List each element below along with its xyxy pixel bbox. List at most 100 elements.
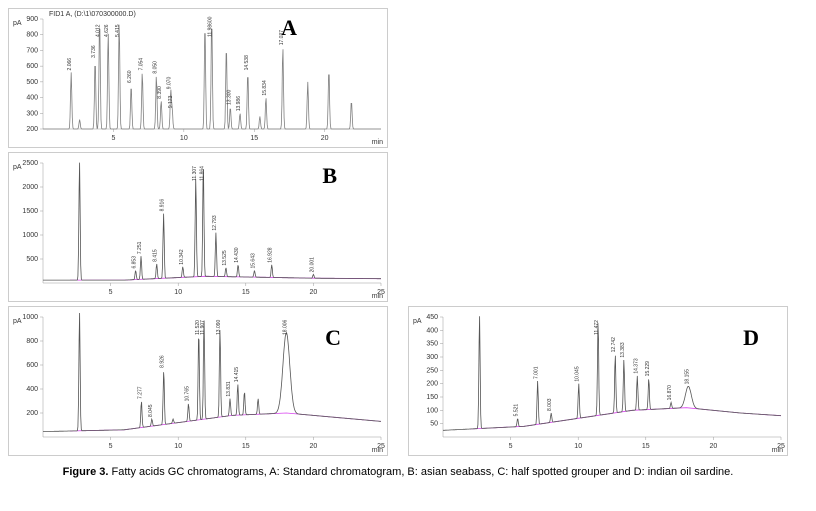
- svg-text:6.260: 6.260: [127, 70, 133, 83]
- svg-text:7.277: 7.277: [137, 386, 143, 399]
- svg-text:20: 20: [310, 443, 318, 450]
- svg-text:13.986: 13.986: [236, 96, 242, 112]
- svg-text:1500: 1500: [22, 208, 38, 215]
- svg-text:pA: pA: [13, 20, 22, 27]
- svg-text:600: 600: [26, 63, 38, 70]
- svg-text:11.98600: 11.98600: [208, 16, 214, 37]
- panel-b: B 5001000150020002500pA510152025min6.853…: [8, 152, 388, 302]
- svg-text:18.155: 18.155: [684, 369, 690, 385]
- svg-text:2.066: 2.066: [67, 58, 73, 71]
- svg-text:8.045: 8.045: [148, 404, 154, 417]
- svg-text:2000: 2000: [22, 184, 38, 191]
- svg-text:20: 20: [310, 289, 318, 296]
- svg-text:6.853: 6.853: [132, 256, 138, 269]
- svg-text:2500: 2500: [22, 160, 38, 167]
- svg-text:10.342: 10.342: [179, 249, 185, 265]
- svg-text:700: 700: [26, 47, 38, 54]
- svg-text:11.864: 11.864: [199, 166, 205, 181]
- svg-text:300: 300: [26, 110, 38, 117]
- svg-text:9.070: 9.070: [167, 77, 173, 90]
- svg-text:10: 10: [574, 443, 582, 450]
- svg-text:5: 5: [109, 289, 113, 296]
- svg-text:200: 200: [26, 126, 38, 133]
- svg-text:5.415: 5.415: [115, 24, 121, 37]
- svg-text:500: 500: [26, 256, 38, 263]
- svg-text:15: 15: [250, 135, 258, 142]
- svg-text:4.626: 4.626: [104, 24, 110, 37]
- svg-text:11.907: 11.907: [200, 320, 206, 335]
- svg-text:300: 300: [426, 354, 438, 361]
- svg-text:10.045: 10.045: [575, 366, 581, 382]
- panel-a-title: FID1 A, (D:\1\070300000.D): [49, 11, 136, 18]
- panel-d: D 50100150200250300350400450pA510152025m…: [408, 306, 788, 456]
- svg-text:8.415: 8.415: [153, 249, 159, 262]
- svg-text:3.736: 3.736: [91, 45, 97, 58]
- panel-d-label: D: [743, 325, 759, 351]
- svg-text:5: 5: [111, 135, 115, 142]
- svg-text:200: 200: [426, 381, 438, 388]
- svg-text:15: 15: [242, 443, 250, 450]
- svg-text:8.916: 8.916: [160, 199, 166, 212]
- svg-text:5: 5: [109, 443, 113, 450]
- svg-text:5.521: 5.521: [514, 404, 520, 417]
- svg-text:100: 100: [426, 407, 438, 414]
- svg-text:8.003: 8.003: [547, 398, 553, 411]
- svg-text:200: 200: [26, 410, 38, 417]
- svg-text:13.300: 13.300: [226, 89, 232, 105]
- svg-text:8.050: 8.050: [152, 61, 158, 74]
- svg-text:400: 400: [426, 327, 438, 334]
- chromatogram-a: 200 300 400 500 600 700 800 900 pA 5 10 15 20 min 2.06…: [9, 9, 387, 147]
- panel-c-label: C: [325, 325, 341, 351]
- svg-text:14.373: 14.373: [633, 358, 639, 374]
- svg-text:10: 10: [180, 135, 188, 142]
- svg-text:10: 10: [174, 443, 182, 450]
- svg-text:1000: 1000: [22, 232, 38, 239]
- svg-text:20: 20: [321, 135, 329, 142]
- panel-c: C 2004006008001000pA510152025min7.2778.0…: [8, 306, 388, 456]
- chromatogram-d: 50100150200250300350400450pA510152025min…: [409, 307, 787, 455]
- svg-text:1000: 1000: [22, 314, 38, 321]
- svg-text:15.229: 15.229: [645, 361, 651, 377]
- figure-layout: A FID1 A, (D:\1\070300000.D) 200 300 400 50…: [8, 8, 808, 500]
- caption-prefix: Figure 3.: [63, 466, 109, 478]
- svg-text:14.415: 14.415: [234, 367, 240, 383]
- svg-text:20.001: 20.001: [309, 257, 315, 273]
- svg-text:20: 20: [710, 443, 718, 450]
- svg-text:400: 400: [26, 95, 38, 102]
- svg-text:min: min: [372, 139, 383, 146]
- svg-text:250: 250: [426, 367, 438, 374]
- svg-text:7.054: 7.054: [138, 58, 144, 71]
- svg-text:10.765: 10.765: [184, 386, 190, 402]
- svg-text:min: min: [372, 447, 383, 454]
- svg-text:5: 5: [509, 443, 513, 450]
- panel-b-label: B: [322, 163, 337, 189]
- svg-text:900: 900: [26, 16, 38, 23]
- svg-text:11.307: 11.307: [192, 166, 198, 181]
- svg-text:pA: pA: [13, 318, 22, 325]
- panel-a: A FID1 A, (D:\1\070300000.D) 200 300 400 50…: [8, 8, 388, 148]
- svg-text:14.538: 14.538: [244, 55, 250, 71]
- svg-text:18.006: 18.006: [282, 319, 288, 335]
- svg-text:16.928: 16.928: [268, 247, 274, 263]
- svg-text:50: 50: [430, 421, 438, 428]
- svg-text:13.090: 13.090: [216, 319, 222, 335]
- svg-text:11.472: 11.472: [594, 320, 600, 335]
- svg-text:12.742: 12.742: [611, 337, 617, 353]
- svg-text:13.525: 13.525: [222, 250, 228, 266]
- svg-text:150: 150: [426, 394, 438, 401]
- svg-text:8.390: 8.390: [157, 86, 163, 99]
- svg-text:min: min: [772, 447, 783, 454]
- svg-text:800: 800: [26, 32, 38, 39]
- panel-a-label: A: [281, 15, 297, 41]
- svg-text:800: 800: [26, 338, 38, 345]
- svg-text:500: 500: [26, 79, 38, 86]
- svg-text:13.831: 13.831: [226, 381, 232, 397]
- svg-text:600: 600: [26, 362, 38, 369]
- svg-text:450: 450: [426, 314, 438, 321]
- svg-text:14.430: 14.430: [234, 247, 240, 263]
- svg-text:7.001: 7.001: [534, 366, 540, 379]
- svg-text:12.793: 12.793: [212, 215, 218, 231]
- svg-text:4.012: 4.012: [96, 24, 102, 37]
- svg-text:15: 15: [242, 289, 250, 296]
- svg-text:350: 350: [426, 341, 438, 348]
